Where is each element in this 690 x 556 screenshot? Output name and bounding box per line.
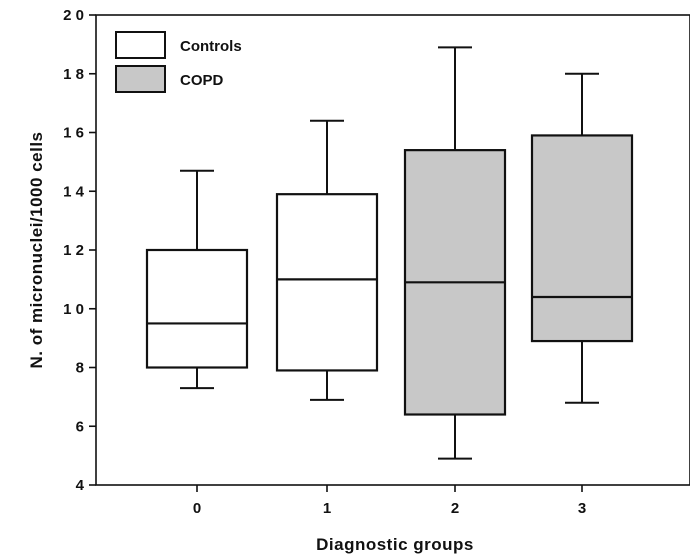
y-tick-label: 4: [76, 477, 85, 494]
y-tick-label: 1 8: [63, 66, 84, 83]
y-axis-title: N. of micronuclei/1000 cells: [27, 132, 46, 369]
box-iqr: [530, 134, 634, 343]
y-axis: 4 6 8 1 0 1 2 1 4 1 6 1 8 2 0: [63, 7, 96, 494]
x-axis: 0 1 2 3: [193, 485, 586, 517]
y-tick-label: 1 4: [63, 183, 85, 200]
box-0: [145, 169, 249, 390]
legend: Controls COPD: [115, 31, 242, 93]
box-iqr: [275, 193, 379, 372]
x-tick-label: 1: [323, 500, 331, 517]
x-tick-label: 0: [193, 500, 201, 517]
legend-label-controls: Controls: [180, 38, 242, 55]
box-series: [145, 46, 634, 460]
legend-swatch-copd: [115, 65, 166, 93]
box-3: [530, 72, 634, 404]
y-tick-label: 1 0: [63, 301, 84, 318]
y-tick-label: 1 6: [63, 125, 84, 142]
y-tick-label: 2 0: [63, 7, 84, 24]
box-1: [275, 119, 379, 401]
box-2: [403, 46, 507, 460]
legend-label-copd: COPD: [180, 72, 224, 89]
x-tick-label: 3: [578, 500, 586, 517]
x-tick-label: 2: [451, 500, 459, 517]
x-axis-title: Diagnostic groups: [316, 535, 474, 554]
y-tick-label: 6: [76, 418, 84, 435]
y-tick-label: 1 2: [63, 242, 84, 259]
legend-swatch-controls: [115, 31, 166, 59]
y-tick-label: 8: [76, 360, 84, 377]
box-iqr: [145, 248, 249, 369]
